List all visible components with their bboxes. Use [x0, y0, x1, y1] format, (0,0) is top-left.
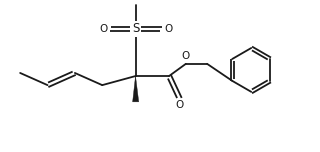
Text: O: O — [164, 24, 172, 34]
Text: O: O — [176, 100, 184, 111]
Text: O: O — [99, 24, 107, 34]
Polygon shape — [133, 76, 139, 102]
Text: S: S — [132, 22, 140, 35]
Text: O: O — [182, 51, 190, 61]
